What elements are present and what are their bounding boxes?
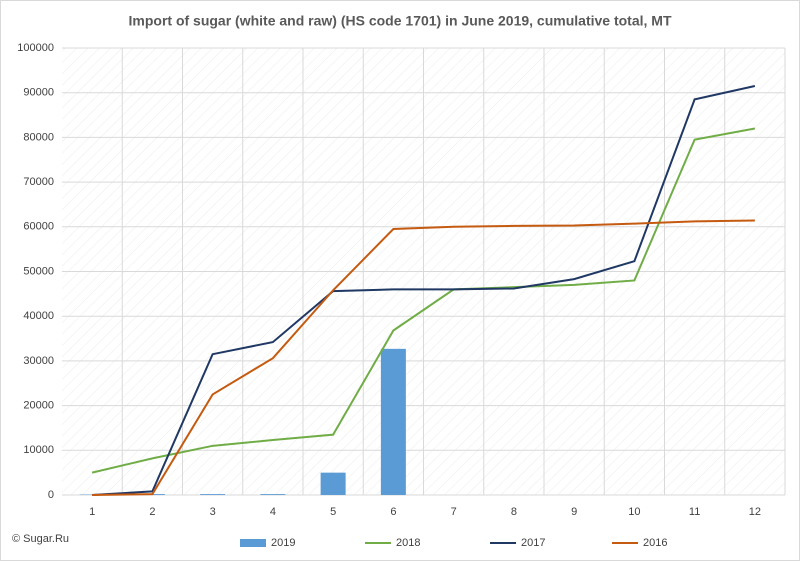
x-tick-label: 12 [749,506,761,518]
legend-swatch [240,539,266,547]
x-tick-label: 1 [89,506,95,518]
y-tick-label: 40000 [23,310,54,322]
bar [320,472,346,495]
y-tick-label: 60000 [23,221,54,233]
x-tick-label: 10 [628,506,640,518]
bar [200,494,226,495]
legend-label: 2016 [643,537,667,549]
source: © Sugar.Ru [12,533,69,545]
y-tick-label: 80000 [23,131,54,143]
legend-label: 2019 [271,537,295,549]
y-tick-label: 0 [48,489,54,501]
legend-label: 2018 [396,537,420,549]
line [92,85,756,496]
x-tick-label: 9 [571,506,577,518]
legend-label: 2017 [521,537,545,549]
x-tick-label: 6 [390,506,396,518]
x-tick-label: 2 [149,506,155,518]
y-tick-label: 90000 [23,87,54,99]
x-tick-label: 7 [451,506,457,518]
x-tick-label: 4 [270,506,276,518]
line [92,219,755,496]
chart-title: Import of sugar (white and raw) (HS code… [129,13,672,29]
y-tick-label: 50000 [23,265,54,277]
x-tick-label: 11 [689,506,700,518]
x-tick-label: 5 [330,506,336,518]
y-tick-label: 30000 [23,355,54,367]
x-tick-label: 8 [511,506,517,518]
line [91,127,756,474]
bar [260,494,286,495]
bar [380,348,406,495]
x-tick-label: 3 [210,506,216,518]
y-tick-label: 70000 [23,176,54,188]
y-tick-label: 20000 [23,400,54,412]
y-tick-label: 100000 [17,42,54,54]
y-tick-label: 10000 [23,444,54,456]
